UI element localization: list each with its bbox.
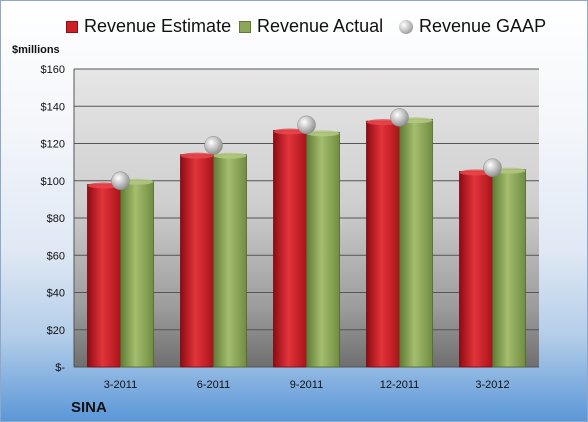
legend-item-gaap: Revenue GAAP [399,16,546,37]
x-tick-label: 3-2012 [475,379,509,391]
y-axis-unit-label: $millions [12,44,60,56]
y-tick-label: $40 [47,288,65,300]
y-axis-ticks: $- $20 $40 $60 $80 $100 $120 $140 $160 [41,64,66,374]
marker-revenue-gaap [297,115,316,135]
bar-revenue-estimate [87,184,121,368]
bar-revenue-estimate [366,120,400,368]
bar-revenue-actual [306,131,340,368]
bar-revenue-actual [120,180,154,368]
x-tick-label: 3-2011 [104,379,137,391]
gaap-markers [111,108,502,190]
legend: Revenue Estimate Revenue Actual Revenue … [1,16,587,42]
company-name: SINA [71,399,107,416]
legend-swatch-estimate [66,20,78,33]
y-tick-label: $- [55,362,65,374]
bar-revenue-actual [492,169,526,368]
legend-swatch-actual [239,20,251,33]
legend-swatch-gaap [399,19,413,34]
y-tick-label: $160 [41,64,65,76]
bar-revenue-actual [213,154,247,368]
bar-top-cap [306,130,340,137]
marker-revenue-gaap [111,171,130,190]
y-tick-label: $60 [47,250,65,262]
legend-label-estimate: Revenue Estimate [84,16,232,36]
y-tick-label: $100 [41,176,65,188]
x-tick-label: 6-2011 [197,379,230,391]
bar-revenue-estimate [180,154,214,368]
marker-revenue-gaap [204,136,223,155]
bar-revenue-actual [399,118,433,368]
marker-revenue-gaap [483,158,502,177]
y-tick-label: $140 [41,101,65,113]
bar-top-cap [273,128,307,135]
x-axis-ticks: 3-2011 6-2011 9-2011 12-2011 3-2012 [104,379,510,391]
legend-item-estimate: Revenue Estimate [66,16,231,37]
bars [87,117,526,368]
y-tick-label: $80 [47,213,65,225]
bar-revenue-estimate [459,171,493,368]
x-tick-label: 12-2011 [380,379,420,391]
bar-revenue-estimate [273,130,307,368]
bar-top-cap [213,152,247,159]
legend-label-gaap: Revenue GAAP [419,16,547,36]
bar-top-cap [180,152,214,159]
x-tick-label: 9-2011 [290,379,323,391]
legend-item-actual: Revenue Actual [239,16,383,37]
legend-label-actual: Revenue Actual [257,16,384,36]
marker-revenue-gaap [390,108,409,127]
y-tick-label: $20 [47,325,65,337]
y-tick-label: $120 [41,139,65,151]
